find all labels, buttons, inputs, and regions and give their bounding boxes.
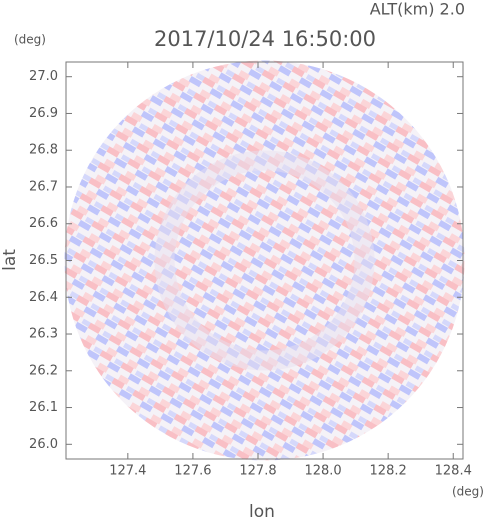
x-unit: (deg) (452, 485, 484, 499)
y-tick-label: 26.6 (29, 216, 58, 231)
y-tick-label: 26.3 (29, 327, 58, 342)
y-tick-label: 26.0 (29, 437, 58, 452)
x-tick-label: 128.2 (370, 464, 407, 479)
y-unit: (deg) (14, 33, 46, 47)
radar-ring (154, 150, 375, 371)
y-tick-label: 26.4 (29, 290, 58, 305)
y-tick-label: 26.8 (29, 143, 58, 158)
altitude-label: ALT(km) 2.0 (370, 0, 465, 19)
y-tick-label: 27.0 (29, 69, 58, 84)
y-axis-label: lat (0, 249, 20, 271)
x-tick-label: 127.6 (174, 464, 211, 479)
x-tick-label: 127.4 (109, 464, 146, 479)
y-tick-label: 26.2 (29, 363, 58, 378)
x-axis-label: lon (249, 502, 275, 521)
radar-field (64, 60, 465, 461)
y-tick-label: 26.1 (29, 400, 58, 415)
x-tick-label: 127.8 (239, 464, 276, 479)
y-tick-label: 26.9 (29, 106, 58, 121)
y-tick-label: 26.5 (29, 253, 58, 268)
chart-title: 2017/10/24 16:50:00 (154, 27, 376, 51)
y-tick-label: 26.7 (29, 179, 58, 194)
x-tick-label: 128.0 (304, 464, 341, 479)
x-tick-label: 128.4 (435, 464, 472, 479)
